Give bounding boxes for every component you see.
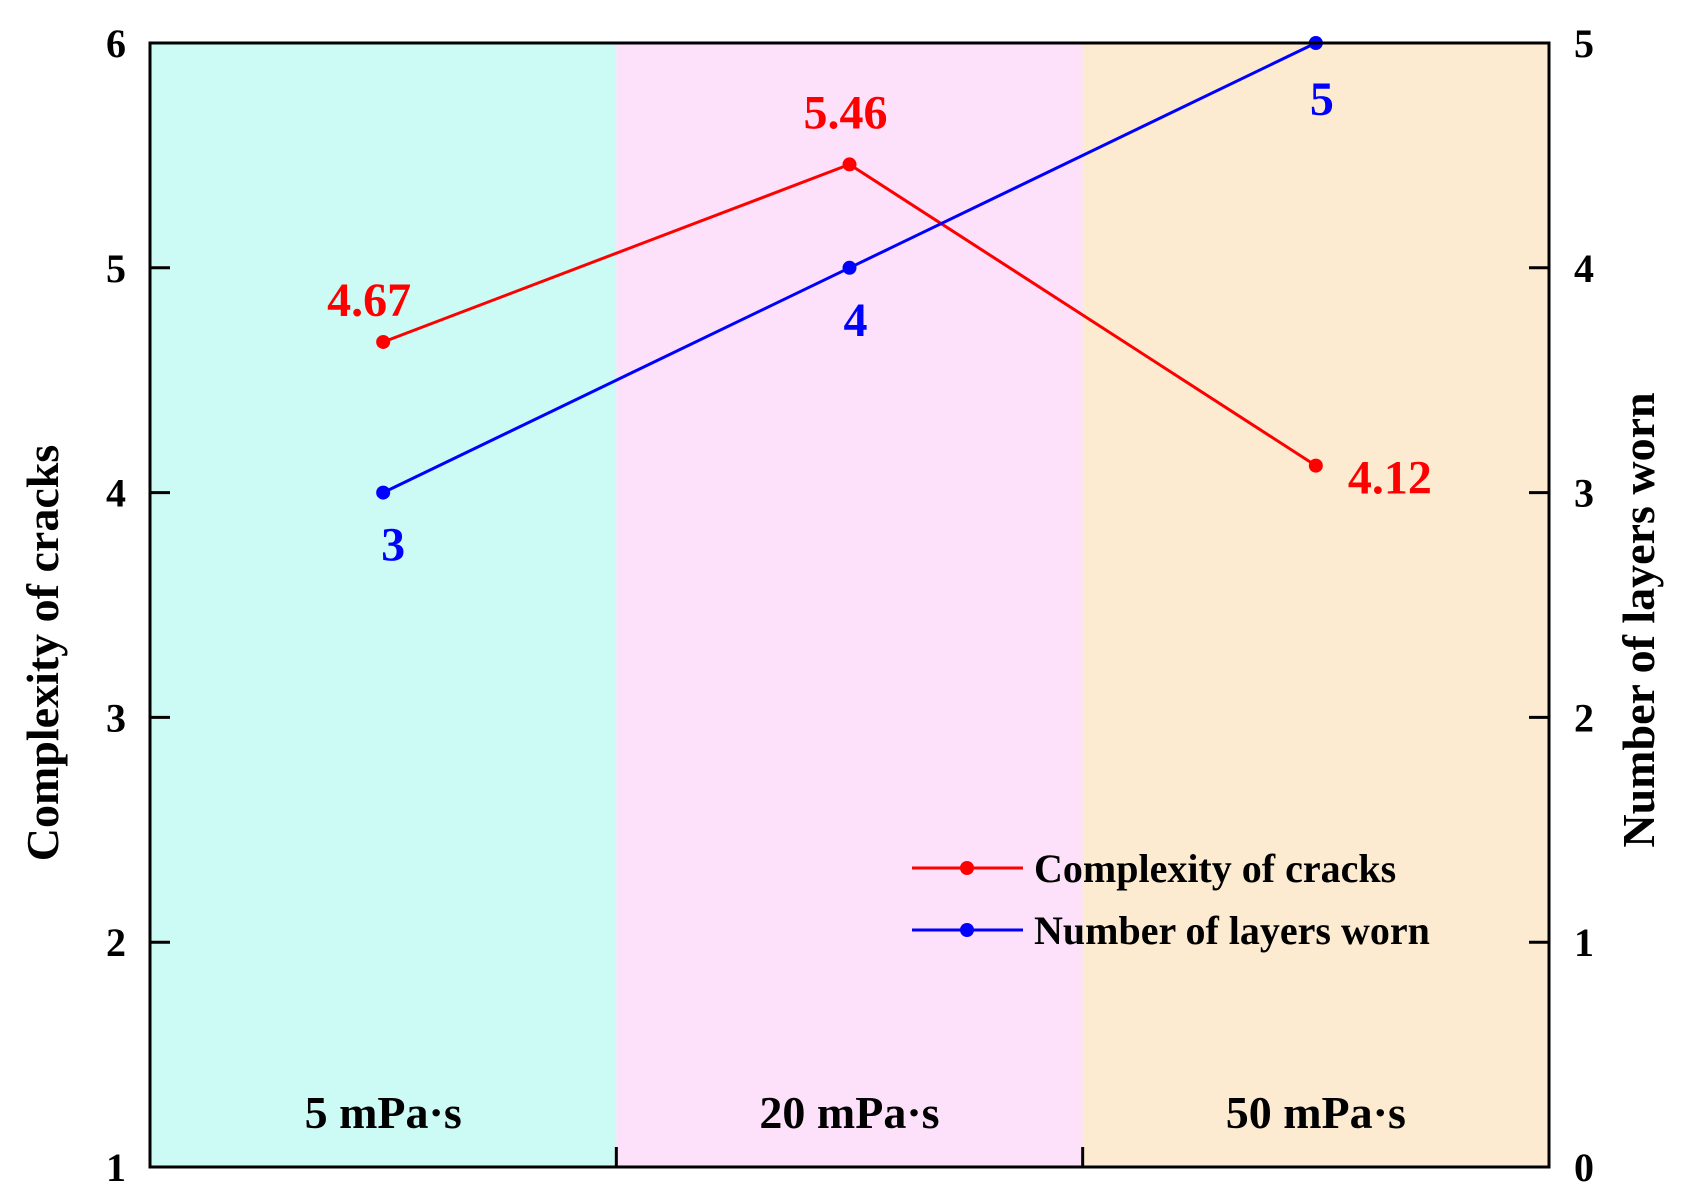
y-tick-label-right: 5	[1574, 21, 1594, 66]
data-labels: 4.67 5.46 4.12 3 4 5	[327, 73, 1432, 572]
y-tick-label-left: 3	[106, 695, 126, 740]
data-label: 3	[381, 519, 405, 572]
series-point	[1308, 458, 1323, 473]
y-tick-label-right: 1	[1574, 920, 1594, 965]
left-axis: 1 2 3 4 5 6	[106, 21, 170, 1190]
legend-marker	[960, 861, 974, 875]
category-label: 20 mPa·s	[759, 1087, 939, 1138]
series-layer	[376, 36, 1323, 500]
right-axis: 0 1 2 3 4 5	[1529, 21, 1594, 1190]
category-bands: 5 mPa·s 20 mPa·s 50 mPa·s	[150, 43, 1549, 1167]
legend-marker	[960, 923, 974, 937]
legend-label: Number of layers worn	[1034, 908, 1430, 953]
series-point	[376, 485, 391, 500]
y-tick-label-right: 3	[1574, 471, 1594, 516]
series-point	[842, 157, 857, 172]
category-band	[1082, 43, 1549, 1167]
y-tick-label-left: 4	[106, 471, 126, 516]
y-tick-label-left: 2	[106, 920, 126, 965]
data-label: 5.46	[804, 86, 888, 139]
legend: Complexity of cracks Number of layers wor…	[912, 846, 1430, 953]
category-band	[150, 43, 617, 1167]
y-tick-label-left: 6	[106, 21, 126, 66]
series-point	[376, 334, 391, 349]
y-tick-label-right: 0	[1574, 1145, 1594, 1190]
category-label: 5 mPa·s	[305, 1087, 462, 1138]
data-label: 4	[844, 294, 868, 347]
plot-frame	[148, 41, 1551, 1169]
data-label: 4.12	[1348, 452, 1432, 505]
y-axis-label-right: Number of layers worn	[1613, 392, 1664, 847]
category-band	[616, 43, 1083, 1167]
y-tick-label-right: 2	[1574, 695, 1594, 740]
y-tick-label-left: 5	[106, 246, 126, 291]
series-point	[842, 260, 857, 275]
data-label: 4.67	[327, 274, 411, 327]
category-label: 50 mPa·s	[1226, 1087, 1406, 1138]
legend-label: Complexity of cracks	[1034, 846, 1396, 891]
y-tick-label-right: 4	[1574, 246, 1594, 291]
y-tick-label-left: 1	[106, 1145, 126, 1190]
plot-border	[148, 41, 1551, 1169]
data-label: 5	[1310, 73, 1334, 126]
y-axis-label-left: Complexity of cracks	[17, 445, 68, 861]
